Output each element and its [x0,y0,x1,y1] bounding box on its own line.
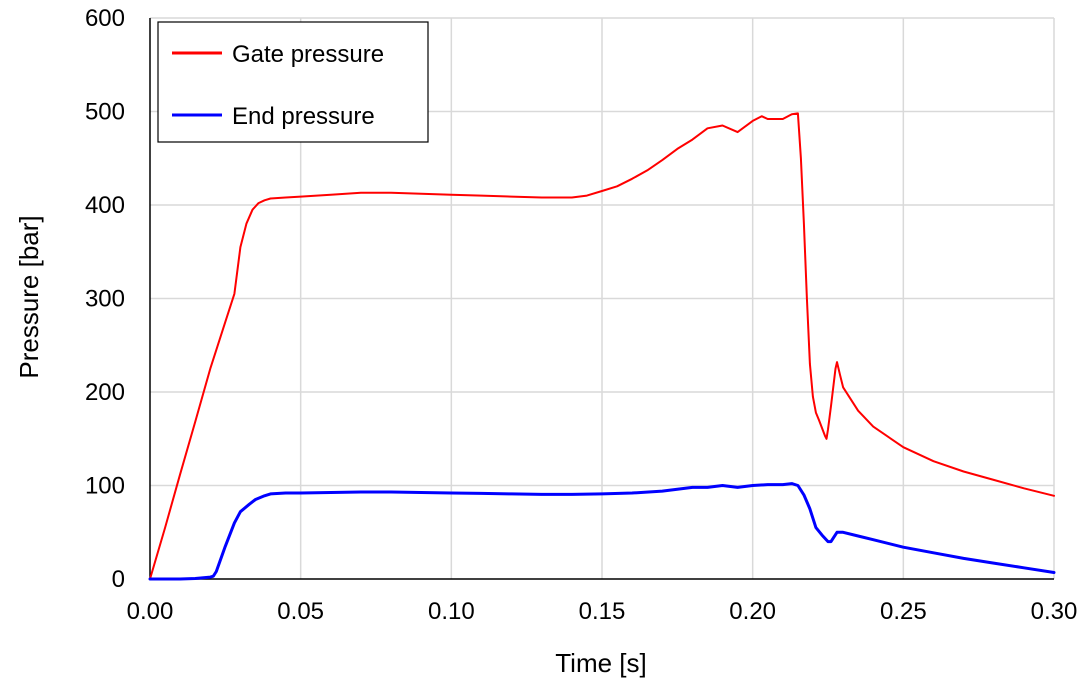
x-tick-label: 0.25 [880,598,927,625]
x-tick-label: 0.10 [428,598,475,625]
y-tick-label: 300 [85,286,125,313]
series-line-gate-pressure [149,112,1055,580]
y-tick-label: 500 [85,99,125,126]
legend: Gate pressure End pressure [157,21,429,143]
x-tick-label: 0.30 [1031,598,1078,625]
legend-label-end-pressure: End pressure [232,103,375,130]
axes [149,18,1054,580]
legend-box [157,21,429,143]
y-tick-labels: 0 100 200 300 400 500 600 [85,5,125,593]
y-tick-label: 600 [85,5,125,32]
x-tick-label: 0.15 [579,598,626,625]
x-tick-labels: 0.00 0.05 0.10 0.15 0.20 0.25 0.30 [127,598,1078,625]
series-line-end-pressure [148,482,1056,581]
y-axis-title: Pressure [bar] [14,215,44,378]
x-axis-title: Time [s] [555,648,646,678]
y-tick-label: 200 [85,379,125,406]
series-lines [148,112,1056,581]
y-tick-label: 0 [112,566,125,593]
x-tick-label: 0.00 [127,598,174,625]
legend-label-gate-pressure: Gate pressure [232,41,384,68]
x-tick-label: 0.20 [729,598,776,625]
x-tick-label: 0.05 [277,598,324,625]
y-tick-label: 100 [85,473,125,500]
y-tick-label: 400 [85,192,125,219]
